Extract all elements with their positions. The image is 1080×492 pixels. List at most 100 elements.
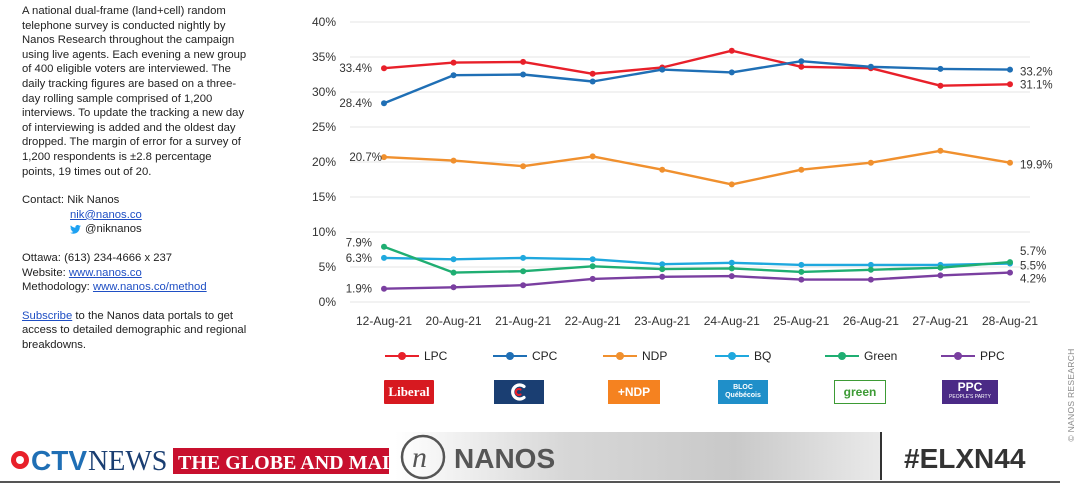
legend-item-ppc: PPC <box>941 349 1005 363</box>
x-tick-label: 27-Aug-21 <box>912 314 968 328</box>
point-green <box>728 265 735 272</box>
legend-swatch <box>941 351 975 361</box>
copyright-text: © NANOS RESEARCH <box>1066 348 1076 442</box>
legend-swatch <box>603 351 637 361</box>
series-line-bq <box>383 256 1011 267</box>
x-tick-label: 21-Aug-21 <box>495 314 551 328</box>
point-cpc <box>937 65 944 72</box>
y-tick-label: 25% <box>312 120 336 134</box>
point-bq <box>798 261 805 268</box>
point-ndp <box>589 153 596 160</box>
legend-label: LPC <box>424 349 448 363</box>
point-cpc <box>659 66 666 73</box>
ctv-logo: CTV NEWS <box>11 445 167 477</box>
point-bq <box>728 259 735 266</box>
gridlines <box>350 21 1030 303</box>
end-label-bq: 5.5% <box>1020 261 1046 273</box>
subscribe-link[interactable]: Subscribe <box>22 309 73 322</box>
y-tick-label: 0% <box>319 295 337 309</box>
point-green <box>937 264 944 271</box>
legend-label: CPC <box>532 349 558 363</box>
legend-item-cpc: CPC <box>493 349 557 363</box>
nanos-band <box>395 432 880 480</box>
point-bq <box>381 254 387 261</box>
logo-ndp-text: +NDP <box>617 385 651 399</box>
contact-name: Contact: Nik Nanos <box>22 194 120 207</box>
point-bq <box>659 261 666 268</box>
legend-swatch <box>715 351 749 361</box>
y-tick-label: 10% <box>312 225 336 239</box>
start-label-ppc: 1.9% <box>346 284 372 296</box>
series-line-ppc <box>383 271 1011 290</box>
cpc-c-icon <box>511 383 526 401</box>
legend-label: NDP <box>642 349 668 363</box>
legend-swatch <box>493 351 527 361</box>
start-label-cpc: 28.4% <box>339 98 372 110</box>
x-axis: 12-Aug-21 20-Aug-21 21-Aug-21 22-Aug-21 23-A… <box>356 314 1038 328</box>
contact-email-link[interactable]: nik@nanos.co <box>70 208 142 221</box>
start-label-ndp: 20.7% <box>349 152 382 164</box>
point-green <box>381 243 387 250</box>
point-ppc <box>381 285 387 292</box>
logo-green: green <box>834 380 886 404</box>
subscribe-text: to the Nanos data portals to get access … <box>22 309 247 351</box>
logo-ppc: PPC PEOPLE'S PARTY <box>942 380 998 404</box>
end-label-green: 5.7% <box>1020 246 1046 258</box>
point-cpc <box>589 78 596 85</box>
x-tick-label: 28-Aug-21 <box>982 314 1038 328</box>
logo-liberal-text: Liberal <box>388 384 430 399</box>
point-ppc <box>798 276 805 283</box>
website-link[interactable]: www.nanos.co <box>68 266 142 279</box>
point-green <box>798 268 805 275</box>
end-label-ppc: 4.2% <box>1020 274 1046 286</box>
legend-label: PPC <box>980 349 1005 363</box>
point-lpc <box>381 65 387 72</box>
point-ppc <box>589 275 596 282</box>
point-cpc <box>1007 66 1013 73</box>
x-tick-label: 22-Aug-21 <box>565 314 621 328</box>
methodology-panel: A national dual-frame (land+cell) random… <box>22 4 247 352</box>
point-ppc <box>659 273 666 280</box>
point-green <box>1007 259 1013 266</box>
legend-label: Green <box>864 349 898 363</box>
logo-liberal: Liberal <box>384 380 434 404</box>
series-line-lpc <box>383 49 1011 87</box>
globe-mail-text: THE GLOBE AND MAIL <box>178 452 403 474</box>
series-line-green <box>383 245 1011 274</box>
point-lpc <box>728 47 735 54</box>
legend-item-bq: BQ <box>715 349 771 363</box>
hashtag-text: #ELXN44 <box>904 443 1026 474</box>
point-ppc <box>728 273 735 280</box>
methodology-label: Methodology: <box>22 281 93 294</box>
legend-item-ndp: NDP <box>603 349 667 363</box>
point-cpc <box>381 100 387 107</box>
end-label-ndp: 19.9% <box>1020 160 1053 172</box>
end-label-cpc: 33.2% <box>1020 67 1053 79</box>
tracking-chart: 0% 5% 10% 15% 20% 25% 30% 35% 40% 12-Aug-21 20-Au… <box>312 15 1053 328</box>
start-label-bq: 6.3% <box>346 253 372 265</box>
x-tick-label: 26-Aug-21 <box>843 314 899 328</box>
start-label-green: 7.9% <box>346 238 372 250</box>
contact-twitter[interactable]: @niknanos <box>85 223 142 236</box>
logo-cpc <box>494 380 544 404</box>
x-tick-label: 23-Aug-21 <box>634 314 690 328</box>
point-ndp <box>728 181 735 188</box>
point-cpc <box>450 72 457 79</box>
point-lpc <box>450 59 457 66</box>
point-lpc <box>589 70 596 77</box>
methodology-link[interactable]: www.nanos.co/method <box>92 281 207 294</box>
point-lpc <box>1007 81 1013 88</box>
point-cpc <box>798 58 805 65</box>
x-tick-label: 25-Aug-21 <box>773 314 829 328</box>
point-bq <box>450 256 457 263</box>
point-ndp <box>937 147 944 154</box>
legend-item-lpc: LPC <box>385 349 447 363</box>
ctv-text: CTV <box>31 445 87 476</box>
point-lpc <box>798 63 805 70</box>
y-tick-label: 30% <box>312 85 336 99</box>
x-tick-label: 20-Aug-21 <box>426 314 482 328</box>
series-line-cpc <box>383 60 1011 105</box>
point-green <box>589 263 596 270</box>
y-tick-label: 20% <box>312 155 336 169</box>
copyright-credit: © NANOS RESEARCH <box>1064 300 1078 490</box>
